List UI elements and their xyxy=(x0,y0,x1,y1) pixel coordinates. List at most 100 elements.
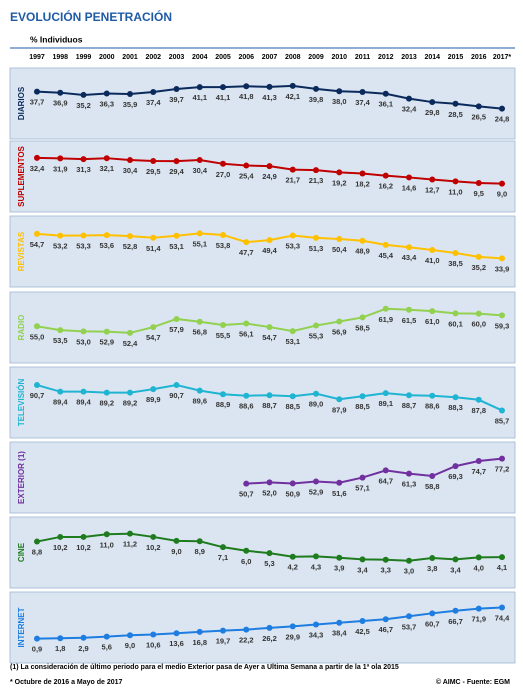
data-point xyxy=(406,392,412,399)
data-label: 57,1 xyxy=(355,484,370,493)
data-point xyxy=(173,315,180,322)
data-label: 27,0 xyxy=(216,170,231,179)
data-point xyxy=(243,239,250,246)
data-label: 11,0 xyxy=(100,540,114,549)
data-point xyxy=(499,180,505,187)
data-point xyxy=(103,328,110,335)
data-point xyxy=(103,389,110,396)
data-label: 88,3 xyxy=(448,403,463,412)
data-point xyxy=(173,158,180,165)
data-point xyxy=(289,623,296,630)
data-label: 85,7 xyxy=(495,416,510,425)
data-label: 89,2 xyxy=(123,399,138,408)
panel-label: REVISTAS xyxy=(17,231,26,271)
data-point xyxy=(499,105,505,112)
data-label: 88,5 xyxy=(355,402,370,411)
data-label: 89,2 xyxy=(99,399,114,408)
data-label: 89,4 xyxy=(53,398,68,407)
data-point xyxy=(243,547,250,554)
data-label: 52,4 xyxy=(123,339,138,348)
data-point xyxy=(452,607,459,614)
data-point xyxy=(289,166,296,173)
data-point xyxy=(80,328,87,335)
data-point xyxy=(359,618,366,625)
data-point xyxy=(406,244,412,251)
data-point xyxy=(313,322,319,329)
data-point xyxy=(150,234,157,241)
data-label: 56,8 xyxy=(192,328,207,337)
panel xyxy=(9,366,516,439)
panel-label: INTERNET xyxy=(17,607,26,647)
data-point xyxy=(382,467,389,474)
data-label: 36,9 xyxy=(53,99,68,108)
data-label: 89,4 xyxy=(76,398,91,407)
data-point xyxy=(475,103,482,110)
data-label: 41,1 xyxy=(216,93,231,102)
data-label: 38,5 xyxy=(448,259,463,268)
data-point xyxy=(127,233,133,240)
x-tick-label: 2016 xyxy=(471,54,487,61)
data-point xyxy=(57,155,64,162)
data-label: 12,7 xyxy=(425,186,440,195)
data-point xyxy=(452,556,459,563)
data-label: 29,9 xyxy=(285,632,300,641)
data-point xyxy=(103,531,110,538)
x-tick-label: 2001 xyxy=(122,54,138,61)
data-label: 61,3 xyxy=(402,480,417,489)
x-tick-label: 2012 xyxy=(378,54,394,61)
data-label: 6,0 xyxy=(241,557,251,566)
data-label: 3,4 xyxy=(357,565,368,574)
data-label: 60,7 xyxy=(425,619,440,628)
data-label: 55,1 xyxy=(192,239,207,248)
data-label: 50,7 xyxy=(239,490,254,499)
data-point xyxy=(336,554,343,561)
data-label: 54,7 xyxy=(146,333,161,342)
data-label: 4,2 xyxy=(288,563,298,572)
data-label: 47,7 xyxy=(239,248,254,257)
data-label: 61,5 xyxy=(402,316,417,325)
data-point xyxy=(452,310,459,317)
data-label: 22,2 xyxy=(239,636,254,645)
data-label: 52,9 xyxy=(99,338,114,347)
data-label: 35,9 xyxy=(123,100,138,109)
data-point xyxy=(336,318,343,325)
data-label: 5,6 xyxy=(102,643,112,652)
data-label: 10,2 xyxy=(146,543,161,552)
data-label: 53,2 xyxy=(53,242,68,251)
footnote: (1) La consideración de último periodo p… xyxy=(10,662,399,671)
panel-label: DIARIOS xyxy=(17,86,26,120)
data-point xyxy=(34,88,40,95)
data-label: 18,2 xyxy=(355,179,370,188)
data-point xyxy=(57,89,64,96)
data-point xyxy=(127,157,133,164)
data-point xyxy=(34,635,40,642)
panel xyxy=(9,291,516,364)
x-tick-label: 2003 xyxy=(169,54,185,61)
data-point xyxy=(499,312,505,319)
data-label: 87,9 xyxy=(332,405,347,414)
panel-label: CINE xyxy=(17,542,26,562)
data-point xyxy=(196,538,203,545)
data-point xyxy=(196,628,203,635)
data-point xyxy=(313,621,319,628)
data-point xyxy=(243,392,250,399)
data-point xyxy=(127,91,133,98)
data-label: 43,4 xyxy=(402,253,417,262)
data-label: 10,2 xyxy=(53,543,68,552)
data-label: 53,3 xyxy=(285,242,300,251)
data-point xyxy=(57,232,64,239)
data-label: 1,8 xyxy=(55,644,65,653)
data-point xyxy=(243,626,250,633)
data-point xyxy=(289,480,296,487)
data-label: 71,9 xyxy=(471,615,486,624)
data-label: 16,2 xyxy=(378,182,393,191)
x-tick-label: 2004 xyxy=(192,54,208,61)
data-label: 4,0 xyxy=(474,563,484,572)
data-label: 53,3 xyxy=(76,242,91,251)
data-label: 32,1 xyxy=(99,164,114,173)
data-label: 37,4 xyxy=(146,98,161,107)
data-point xyxy=(499,255,505,262)
data-point xyxy=(336,235,343,242)
data-point xyxy=(80,533,87,540)
data-label: 3,8 xyxy=(427,564,437,573)
